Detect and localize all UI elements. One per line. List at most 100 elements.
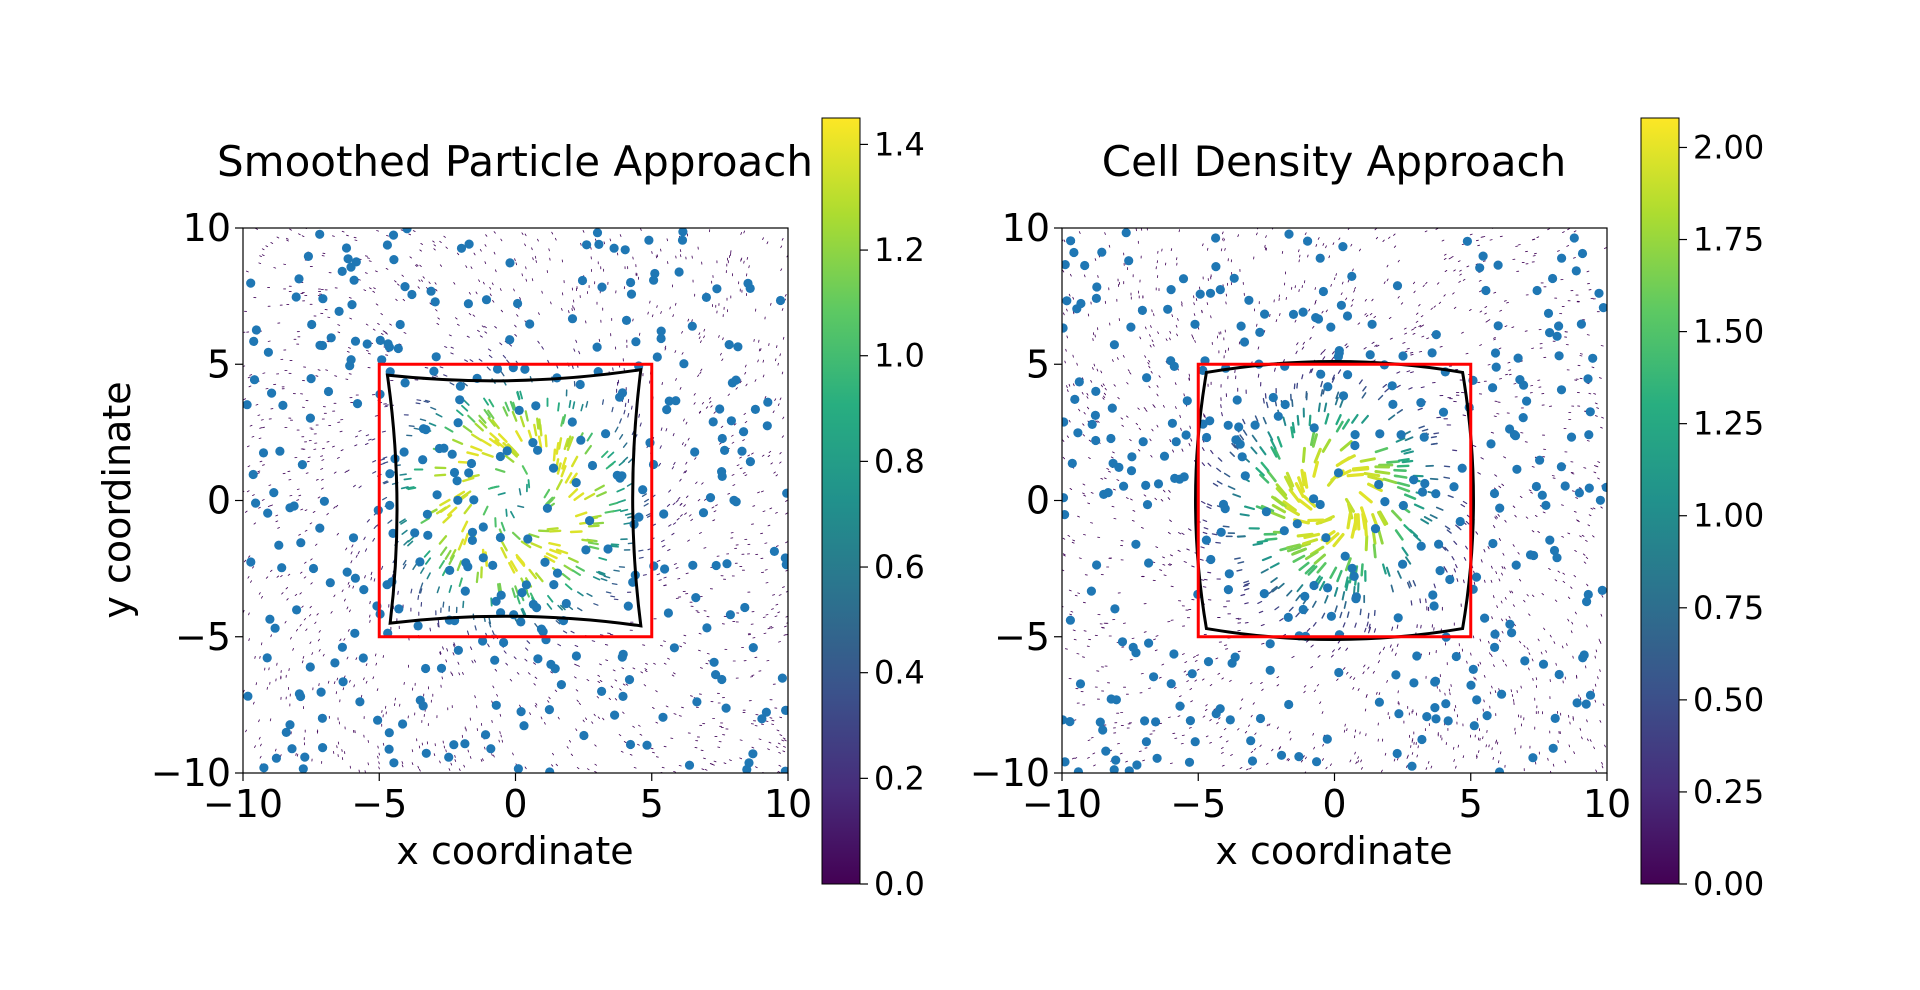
particle-point — [1334, 468, 1343, 477]
field-arrow — [526, 279, 527, 281]
particle-point — [300, 753, 309, 762]
field-arrow — [1314, 690, 1315, 692]
particle-point — [275, 447, 284, 456]
field-arrow — [1419, 304, 1421, 306]
field-arrow — [1595, 656, 1596, 658]
field-arrow — [449, 586, 451, 592]
particle-point — [763, 398, 772, 407]
field-arrow — [1366, 536, 1367, 549]
field-arrow — [1598, 462, 1600, 463]
field-arrow — [1573, 656, 1574, 658]
field-arrow — [1476, 532, 1478, 534]
particle-point — [1430, 703, 1439, 712]
particle-point — [1205, 416, 1214, 425]
field-arrow — [643, 645, 645, 646]
field-arrow — [1512, 591, 1513, 593]
field-arrow — [1194, 303, 1195, 305]
field-arrow — [535, 256, 536, 258]
field-arrow — [1376, 472, 1389, 474]
field-arrow — [673, 315, 674, 317]
field-arrow — [623, 712, 625, 713]
field-arrow — [744, 261, 745, 263]
field-arrow — [1358, 757, 1359, 759]
field-arrow — [603, 400, 604, 404]
field-arrow — [1223, 238, 1224, 240]
field-arrow — [359, 486, 361, 488]
field-arrow — [1397, 372, 1400, 373]
field-arrow — [713, 520, 715, 521]
field-arrow — [1354, 467, 1368, 469]
field-arrow — [312, 653, 313, 655]
field-arrow — [1431, 515, 1437, 518]
particle-point — [1557, 254, 1566, 263]
field-arrow — [619, 734, 621, 735]
particle-point — [1472, 695, 1481, 704]
field-arrow — [446, 750, 447, 752]
field-arrow — [1280, 314, 1281, 316]
field-arrow — [1480, 311, 1482, 312]
field-arrow — [1451, 257, 1453, 258]
field-arrow — [1150, 345, 1151, 347]
field-arrow — [699, 337, 700, 339]
field-arrow — [1149, 366, 1150, 368]
particle-point — [1251, 421, 1260, 430]
field-arrow — [538, 313, 539, 315]
field-arrow — [1322, 712, 1323, 714]
field-arrow — [1335, 588, 1337, 596]
field-arrow — [615, 680, 617, 681]
field-arrow — [416, 265, 418, 266]
field-arrow — [1111, 457, 1113, 458]
field-arrow — [1318, 238, 1319, 240]
field-arrow — [1104, 393, 1105, 395]
field-arrow — [433, 241, 435, 242]
field-arrow — [699, 633, 701, 634]
field-arrow — [698, 375, 699, 377]
field-arrow — [1159, 376, 1160, 378]
field-arrow — [1521, 686, 1522, 688]
field-arrow — [499, 434, 506, 442]
particle-point — [618, 388, 627, 397]
colorbar-tick-label: 1.00 — [1693, 497, 1764, 535]
particle-point — [449, 740, 458, 749]
field-arrow — [1509, 370, 1511, 371]
field-arrow — [1387, 680, 1388, 682]
field-arrow — [606, 660, 608, 661]
field-arrow — [1422, 325, 1424, 326]
field-arrow — [596, 486, 604, 491]
field-arrow — [662, 383, 663, 385]
field-arrow — [1221, 748, 1223, 749]
x-tick-label: 5 — [1459, 782, 1483, 826]
field-arrow — [534, 425, 536, 435]
field-arrow — [451, 763, 452, 765]
field-arrow — [1211, 451, 1213, 454]
field-arrow — [723, 338, 724, 340]
field-arrow — [1149, 360, 1150, 362]
field-arrow — [1595, 416, 1597, 417]
particle-point — [1327, 612, 1336, 621]
field-arrow — [262, 500, 264, 501]
field-arrow — [525, 244, 526, 246]
particle-point — [326, 578, 335, 587]
field-arrow — [1197, 655, 1199, 656]
field-arrow — [1262, 643, 1264, 644]
field-arrow — [656, 691, 658, 692]
field-arrow — [542, 291, 543, 293]
field-arrow — [1510, 591, 1511, 593]
particle-point — [593, 343, 602, 352]
field-arrow — [1580, 356, 1582, 357]
particle-point — [1371, 524, 1380, 533]
particle-point — [744, 758, 753, 767]
field-arrow — [515, 325, 517, 327]
field-arrow — [1145, 327, 1146, 329]
field-arrow — [1481, 560, 1482, 562]
field-arrow — [450, 383, 454, 385]
field-arrow — [1201, 580, 1204, 581]
field-arrow — [1397, 644, 1398, 646]
field-arrow — [1347, 729, 1348, 731]
field-arrow — [1113, 452, 1115, 453]
field-arrow — [542, 347, 544, 349]
particle-point — [464, 299, 473, 308]
field-arrow — [1565, 761, 1566, 763]
field-arrow — [1505, 598, 1506, 600]
field-arrow — [758, 492, 760, 493]
